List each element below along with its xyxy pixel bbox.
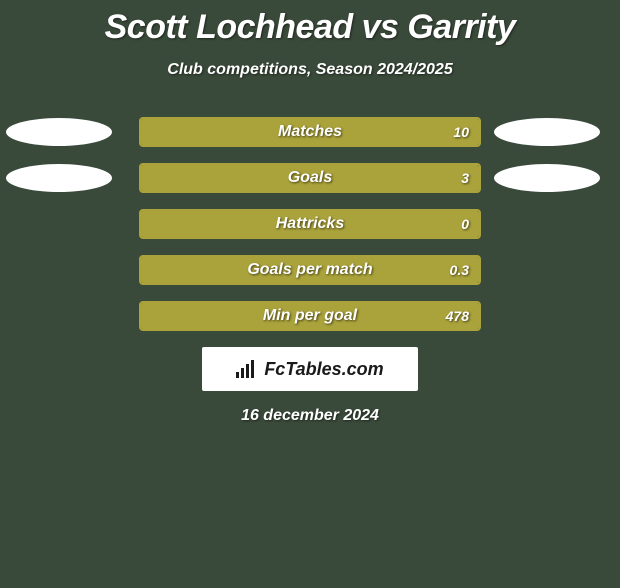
stat-row: Matches10 <box>0 117 620 147</box>
stat-label: Min per goal <box>141 307 479 325</box>
stat-row: Goals per match0.3 <box>0 255 620 285</box>
stat-value-right: 0 <box>461 216 469 232</box>
comparison-chart: Matches10 Goals3 Hattricks0 Goals per match… <box>0 117 620 331</box>
player-left-marker <box>6 164 112 192</box>
stat-label: Hattricks <box>141 215 479 233</box>
stat-label: Goals per match <box>141 261 479 279</box>
site-logo: FcTables.com <box>202 347 418 391</box>
snapshot-date: 16 december 2024 <box>0 407 620 425</box>
chart-icon <box>236 360 258 378</box>
stat-label: Goals <box>141 169 479 187</box>
stat-bar: Min per goal478 <box>139 301 481 331</box>
comparison-subtitle: Club competitions, Season 2024/2025 <box>0 61 620 79</box>
stat-bar: Goals3 <box>139 163 481 193</box>
logo-text: FcTables.com <box>264 359 383 380</box>
stat-value-right: 478 <box>446 308 469 324</box>
stat-bar: Matches10 <box>139 117 481 147</box>
player-left-marker <box>6 118 112 146</box>
stat-label: Matches <box>141 123 479 141</box>
stat-bar: Goals per match0.3 <box>139 255 481 285</box>
stat-row: Hattricks0 <box>0 209 620 239</box>
player-right-marker <box>494 118 600 146</box>
stat-row: Goals3 <box>0 163 620 193</box>
stat-value-right: 3 <box>461 170 469 186</box>
stat-value-right: 10 <box>453 124 469 140</box>
stat-value-right: 0.3 <box>450 262 469 278</box>
comparison-title: Scott Lochhead vs Garrity <box>0 8 620 47</box>
player-right-marker <box>494 164 600 192</box>
stat-row: Min per goal478 <box>0 301 620 331</box>
stat-bar: Hattricks0 <box>139 209 481 239</box>
